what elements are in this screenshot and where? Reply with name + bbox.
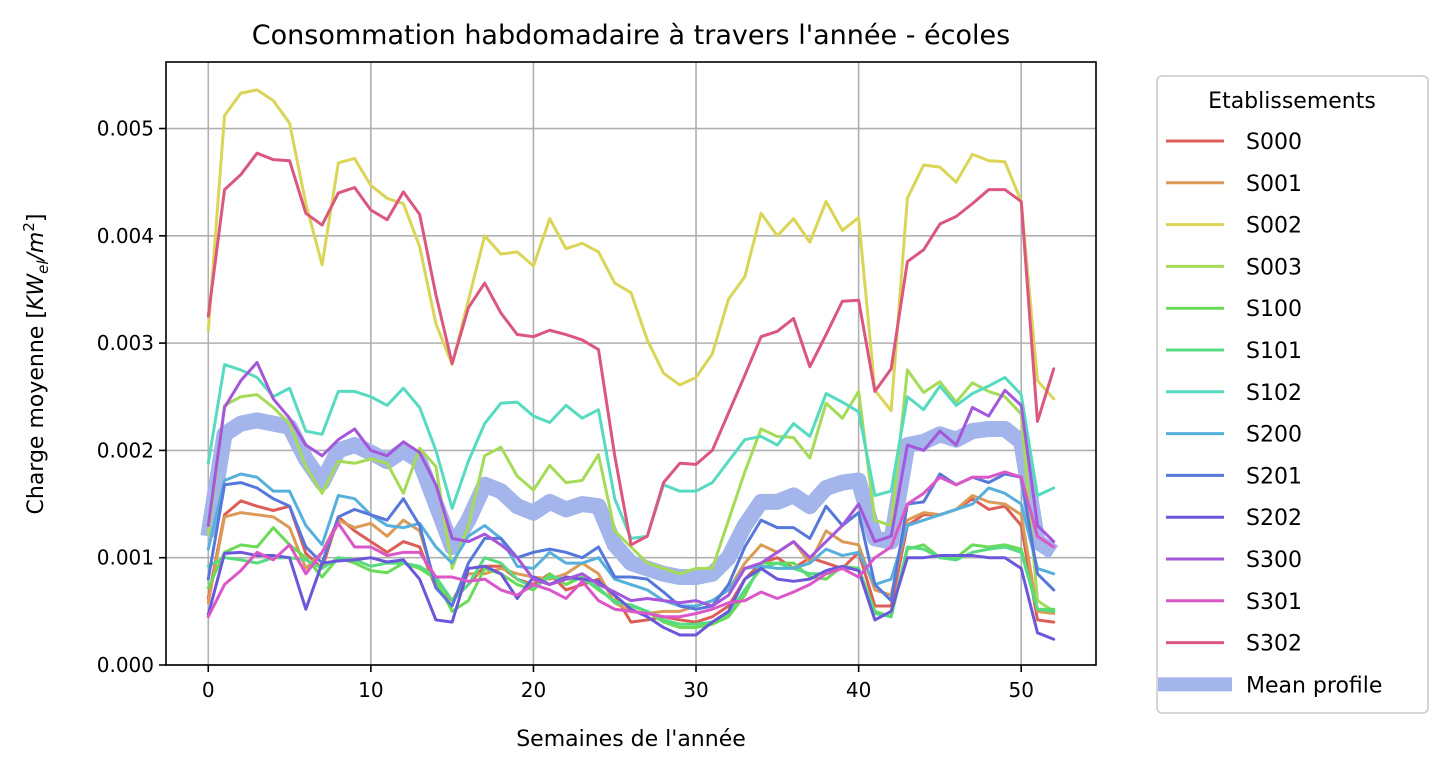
x-axis-label: Semaines de l'année [516, 727, 746, 752]
x-tick-label: 0 [202, 678, 215, 702]
y-axis-ticks: 0.000 0.001 0.002 0.003 0.004 0.005 [97, 117, 166, 677]
legend-label-s003: S003 [1246, 255, 1302, 280]
y-tick-label: 0.003 [97, 331, 154, 355]
series-line-s003 [206, 368, 1056, 613]
plot-frame [165, 61, 1097, 666]
legend-label-s100: S100 [1246, 297, 1302, 322]
x-axis-ticks: 0 10 20 30 40 50 [202, 665, 1034, 702]
legend-label-s201: S201 [1246, 464, 1302, 489]
y-tick-label: 0.000 [97, 653, 154, 677]
grid [166, 62, 1096, 666]
legend-label-s202: S202 [1246, 506, 1302, 531]
x-tick-label: 30 [683, 678, 708, 702]
series-line-s300 [206, 360, 1056, 608]
x-tick-label: 10 [358, 678, 383, 702]
y-axis-label-kw: KW [24, 273, 49, 310]
y-tick-label: 0.005 [97, 117, 154, 141]
legend-label-s002: S002 [1246, 214, 1302, 239]
legend-items: S000 S001 S002 S003 S100 S101 S102 S200 S201 S202… [1158, 130, 1382, 698]
y-axis-label-m: /m [24, 232, 49, 263]
series-line-s202 [206, 550, 1056, 641]
legend-label-s200: S200 [1246, 423, 1302, 448]
series-line-s301 [206, 470, 1056, 619]
legend-label-s301: S301 [1246, 590, 1302, 615]
mean-profile-layer [200, 412, 1059, 586]
y-tick-label: 0.004 [97, 224, 154, 248]
series-line-s002 [206, 88, 1056, 413]
x-tick-label: 40 [846, 678, 871, 702]
series-layer [206, 88, 1056, 641]
y-axis-label-close: ] [24, 214, 49, 223]
series-line-s302 [206, 151, 1056, 547]
legend-title: Etablissements [1208, 89, 1376, 114]
series-line-s200 [206, 472, 1056, 608]
legend-label-s101: S101 [1246, 339, 1302, 364]
legend-frame [1156, 75, 1429, 714]
legend-label-s000: S000 [1246, 130, 1302, 155]
y-axis-label-el: el [34, 260, 52, 274]
legend-label-s102: S102 [1246, 381, 1302, 406]
legend-label-s300: S300 [1246, 548, 1302, 573]
y-axis-label: Charge moyenne [KWel/m2] [20, 214, 52, 515]
legend: Etablissements S000S001S002S003S100S101S… [1156, 75, 1429, 714]
legend-label-s001: S001 [1246, 172, 1302, 197]
legend-label-mean-profile: Mean profile [1246, 673, 1382, 698]
y-tick-label: 0.001 [97, 546, 154, 570]
y-tick-label: 0.002 [97, 438, 154, 462]
legend-label-s302: S302 [1246, 632, 1302, 657]
x-tick-label: 50 [1008, 678, 1033, 702]
y-axis-label-sq: 2 [20, 222, 38, 232]
chart-title: Consommation habdomadaire à travers l'an… [252, 20, 1010, 51]
x-tick-label: 20 [521, 678, 546, 702]
series-line-s201 [206, 472, 1056, 611]
series-line-mean-profile [200, 412, 1059, 586]
y-axis-label-main: Charge moyenne [ [24, 310, 49, 514]
